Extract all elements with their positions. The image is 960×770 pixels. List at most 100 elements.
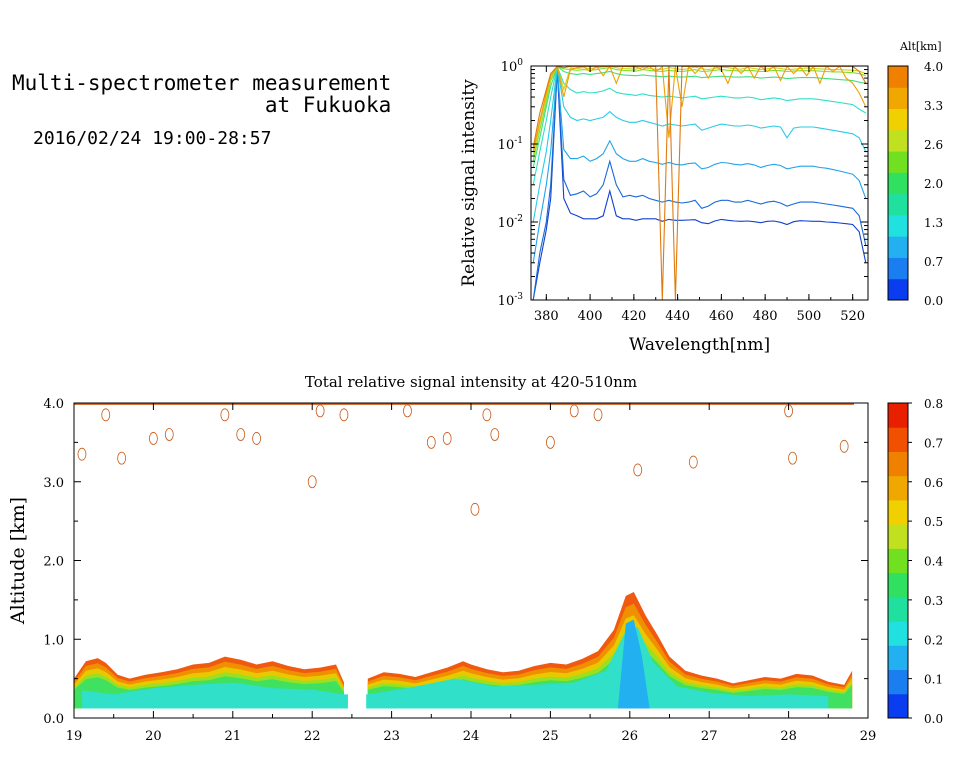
spectrum-colorbar-segment bbox=[888, 236, 908, 258]
spectrum-series-line bbox=[532, 66, 867, 223]
spectrum-colorbar-tick-label: 2.6 bbox=[924, 138, 943, 152]
heatmap-x-tick-label: 22 bbox=[304, 729, 321, 744]
spectrum-y-tick-label: 100 bbox=[501, 58, 524, 75]
spectrum-colorbar-tick-label: 0.0 bbox=[924, 294, 943, 308]
heatmap-colorbar-tick-label: 0.8 bbox=[924, 397, 943, 411]
heatmap-colorbar-segment bbox=[888, 451, 908, 477]
heatmap-y-tick-label: 4.0 bbox=[43, 397, 64, 412]
contour-speck bbox=[633, 463, 643, 477]
heatmap-colorbar-segment bbox=[888, 499, 908, 525]
spectrum-series-line bbox=[532, 69, 867, 300]
heatmap-x-tick-label: 29 bbox=[860, 729, 877, 744]
spectrum-colorbar-segment bbox=[888, 151, 908, 173]
contour-speck bbox=[117, 451, 127, 465]
spectrum-x-axis-label: Wavelength[nm] bbox=[629, 335, 770, 355]
spectrum-x-tick-label: 480 bbox=[753, 309, 778, 324]
contour-speck bbox=[426, 435, 436, 449]
heatmap-colorbar-segment bbox=[888, 524, 908, 549]
spectrum-colorbar-segment bbox=[888, 214, 908, 237]
spectrum-x-tick-label: 380 bbox=[534, 309, 559, 324]
spectrum-colorbar-segment bbox=[888, 193, 908, 216]
heatmap-x-tick-label: 19 bbox=[66, 729, 83, 744]
heatmap-x-tick-label: 25 bbox=[542, 729, 559, 744]
spectrum-x-tick-label: 440 bbox=[665, 309, 690, 324]
spectrum-colorbar-tick-label: 4.0 bbox=[924, 60, 943, 74]
spectrum-x-tick-label: 420 bbox=[621, 309, 646, 324]
contour-speck bbox=[148, 432, 158, 445]
heatmap-x-tick-label: 23 bbox=[383, 729, 400, 744]
heatmap-x-tick-label: 27 bbox=[701, 729, 718, 744]
heatmap-x-tick-label: 20 bbox=[145, 729, 162, 744]
heatmap-colorbar-tick-label: 0.2 bbox=[924, 633, 943, 647]
chart-title-line2: at Fukuoka bbox=[264, 93, 392, 117]
heatmap-colorbar-tick-label: 0.5 bbox=[924, 515, 943, 529]
contour-speck bbox=[546, 435, 555, 449]
heatmap-y-tick-label: 1.0 bbox=[43, 633, 64, 648]
heatmap-x-tick-label: 24 bbox=[463, 729, 480, 744]
spectrum-colorbar-tick-label: 1.3 bbox=[924, 216, 943, 230]
spectrum-series-line bbox=[532, 66, 866, 168]
heatmap-colorbar-segment bbox=[888, 403, 908, 428]
spectrum-series-line bbox=[532, 67, 867, 263]
spectrum-x-tick-label: 520 bbox=[840, 309, 865, 324]
heatmap-title: Total relative signal intensity at 420-5… bbox=[305, 373, 637, 391]
heatmap-colorbar-segment bbox=[888, 645, 908, 671]
spectrum-colorbar-label: Alt[km] bbox=[899, 40, 942, 53]
contour-speck bbox=[307, 475, 317, 489]
spectrum-y-tick-label: 10-3 bbox=[498, 292, 524, 309]
spectrum-x-tick-label: 400 bbox=[578, 309, 603, 324]
contour-speck bbox=[164, 428, 174, 441]
heatmap-colorbar-segment bbox=[888, 548, 908, 574]
spectrum-y-tick-label: 10-1 bbox=[498, 136, 523, 153]
heatmap-colorbar-tick-label: 0.6 bbox=[924, 476, 943, 490]
spectrum-colorbar-segment bbox=[888, 108, 908, 131]
contour-speck bbox=[788, 451, 797, 465]
contour-speck bbox=[77, 447, 87, 461]
contour-speck bbox=[490, 428, 500, 441]
spectrum-colorbar-tick-label: 3.3 bbox=[924, 99, 943, 113]
spectrum-y-axis-label: Relative signal intensity bbox=[459, 79, 479, 287]
spectrum-colorbar-segment bbox=[888, 66, 908, 88]
heatmap-colorbar-segment bbox=[888, 475, 908, 501]
heatmap-colorbar-tick-label: 0.1 bbox=[924, 673, 943, 687]
spectrum-colorbar-segment bbox=[888, 172, 908, 195]
spectrum-colorbar-segment bbox=[888, 257, 908, 280]
contour-speck bbox=[101, 408, 111, 422]
spectrum-y-tick-label: 10-2 bbox=[498, 214, 523, 231]
contour-speck bbox=[339, 408, 349, 422]
contour-speck bbox=[688, 455, 698, 469]
spectrum-series-line bbox=[532, 69, 867, 300]
contour-speck bbox=[593, 408, 603, 422]
heatmap-y-axis-label: Altitude [km] bbox=[7, 497, 29, 625]
measurement-datetime: 2016/02/24 19:00-28:57 bbox=[33, 128, 272, 149]
contour-speck bbox=[315, 404, 325, 418]
heatmap-colorbar-segment bbox=[888, 669, 908, 695]
heatmap-colorbar-segment bbox=[888, 693, 908, 719]
heatmap-x-tick-label: 28 bbox=[780, 729, 797, 744]
contour-speck bbox=[220, 408, 230, 422]
chart-title-block: Multi-spectrometer measurement at Fukuok… bbox=[12, 72, 391, 116]
heatmap-y-tick-label: 2.0 bbox=[43, 555, 64, 570]
heatmap-field bbox=[74, 403, 854, 718]
heatmap-colorbar-segment bbox=[888, 572, 908, 598]
heatmap-colorbar-segment bbox=[888, 596, 908, 622]
spectrum-colorbar-segment bbox=[888, 87, 908, 110]
contour-speck bbox=[470, 502, 480, 516]
contour-speck bbox=[569, 404, 579, 418]
contour-speck bbox=[252, 432, 262, 445]
spectrum-colorbar-frame bbox=[887, 65, 909, 301]
contour-speck bbox=[482, 408, 492, 422]
heatmap-colorbar-tick-label: 0.4 bbox=[924, 555, 943, 569]
contour-speck bbox=[403, 404, 412, 418]
contour-speck bbox=[236, 428, 246, 441]
heatmap-colorbar-tick-label: 0.3 bbox=[924, 594, 943, 608]
spectrum-colorbar-tick-label: 0.7 bbox=[924, 255, 943, 269]
spectrum-colorbar-tick-label: 2.0 bbox=[924, 177, 943, 191]
heatmap-colorbar-segment bbox=[888, 621, 908, 646]
heatmap-colorbar-segment bbox=[888, 427, 908, 452]
heatmap-colorbar-tick-label: 0.7 bbox=[924, 436, 943, 450]
spectrum-series-line bbox=[532, 66, 867, 185]
spectrum-x-tick-label: 500 bbox=[797, 309, 822, 324]
